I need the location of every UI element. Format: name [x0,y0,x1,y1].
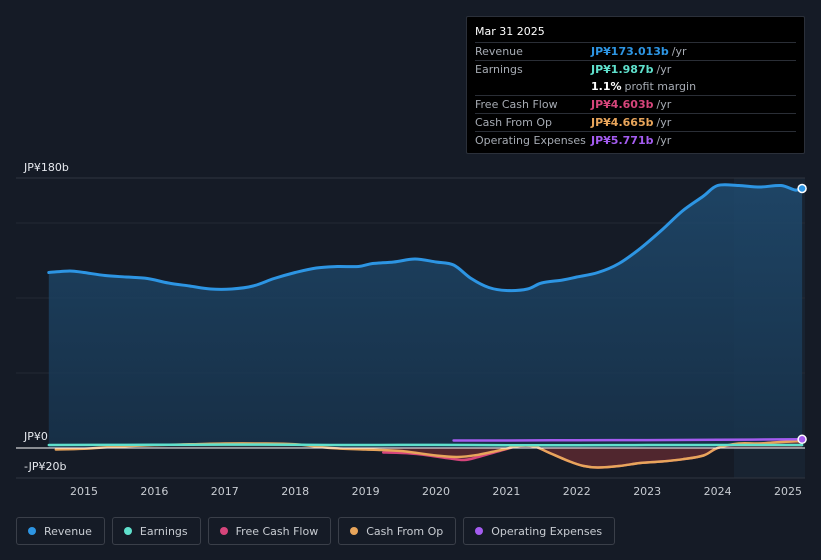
legend-dot-icon [475,527,484,535]
x-tick-label: 2021 [492,485,520,498]
legend-label: Operating Expenses [491,524,603,538]
tooltip-value: 1.1% [591,80,622,93]
tooltip-unit: /yr [656,134,672,147]
legend-label: Earnings [139,524,188,538]
tooltip-date: Mar 31 2025 [475,25,545,38]
tooltip-label: Free Cash Flow [475,98,558,111]
tooltip-unit: profit margin [624,80,697,93]
tooltip-value: JP¥173.013b [591,45,669,58]
free-cash-flow-area [383,441,803,468]
earnings-line [47,443,804,447]
legend-dot-icon [28,527,36,535]
x-tick-label: 2020 [422,485,450,498]
x-tick-label: 2017 [211,485,239,498]
tooltip-label: Operating Expenses [475,134,586,147]
legend-label: Free Cash Flow [235,524,319,538]
tooltip-label: Revenue [475,45,523,58]
operating-expenses-line [452,438,804,442]
legend-item-free-cash-flow[interactable]: Free Cash Flow [207,517,332,545]
tooltip-value: JP¥4.665b [591,116,654,129]
tooltip-label: Cash From Op [475,116,553,129]
legend-item-revenue[interactable]: Revenue [16,517,105,545]
tooltip-unit: /yr [656,116,672,129]
legend-item-earnings[interactable]: Earnings [111,517,201,545]
legend-dot-icon [350,527,359,535]
tooltip-row-fcf: Free Cash Flow JP¥4.603b /yr [475,95,796,113]
tooltip-label [475,78,591,95]
tooltip-row-opex: Operating Expenses JP¥5.771b /yr [475,131,796,149]
x-tick-label: 2016 [140,485,168,498]
y-label-top: JP¥180b [23,161,69,174]
tooltip-unit: /yr [656,63,672,76]
x-tick-label: 2018 [281,485,309,498]
x-tick-label: 2023 [633,485,661,498]
legend-label: Cash From Op [366,524,444,538]
chart: JP¥180b JP¥0 -JP¥20b 2015 2016 2017 2018 201… [16,161,807,498]
y-label-bottom: -JP¥20b [24,460,66,473]
x-tick-label: 2019 [352,485,380,498]
revenue-area [48,184,803,449]
tooltip-row-revenue: Revenue JP¥173.013b /yr [475,42,796,60]
x-tick-label: 2015 [70,485,98,498]
legend-item-operating-expenses[interactable]: Operating Expenses [463,517,616,545]
x-tick-label: 2022 [563,485,591,498]
tooltip-panel: Mar 31 2025 Revenue JP¥173.013b /yr Earn… [466,16,805,154]
tooltip-row-margin: 1.1% profit margin [475,78,796,95]
tooltip-label: Earnings [475,63,523,76]
legend-dot-icon [219,527,228,535]
tooltip-unit: /yr [671,45,687,58]
revenue-line [47,183,804,293]
tooltip-value: JP¥4.603b [591,98,654,111]
y-label-zero: JP¥0 [23,430,48,443]
operating-expenses-end-point [797,434,807,445]
legend-dot-icon [123,527,132,535]
x-tick-label: 2024 [704,485,732,498]
tooltip-value: JP¥5.771b [591,134,654,147]
tooltip-unit: /yr [656,98,672,111]
legend-item-cash-from-op[interactable]: Cash From Op [338,517,457,545]
tooltip-row-cfo: Cash From Op JP¥4.665b /yr [475,113,796,131]
tooltip-row-earnings: Earnings JP¥1.987b /yr [475,60,796,78]
tooltip-value: JP¥1.987b [591,63,654,76]
legend: Revenue Earnings Free Cash Flow Cash Fro… [16,517,622,545]
x-tick-label: 2025 [774,485,802,498]
revenue-end-point [797,183,807,194]
legend-label: Revenue [44,524,92,538]
